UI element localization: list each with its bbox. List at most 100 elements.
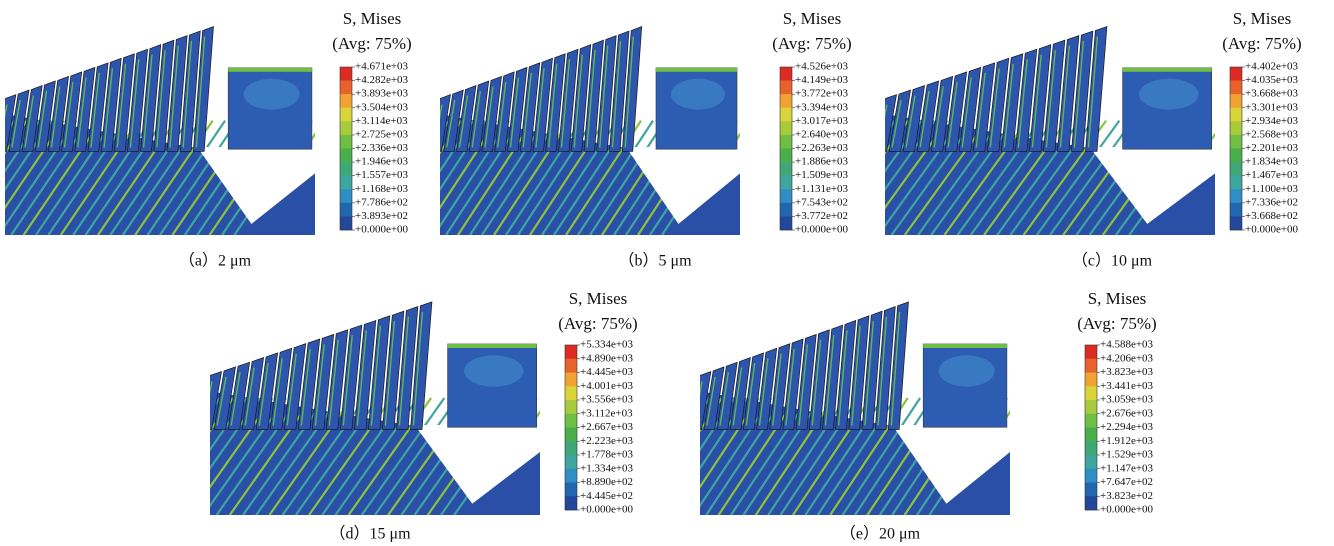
colorbar-label: +2.640e+03 <box>795 128 849 140</box>
caption: （c）10 μm <box>1072 252 1153 270</box>
colorbar-band <box>1085 455 1097 469</box>
colorbar-label: +1.509e+03 <box>795 169 849 181</box>
colorbar-band <box>565 428 577 442</box>
colorbar-band <box>340 149 352 163</box>
colorbar-label: +3.059e+03 <box>1100 394 1154 406</box>
caption: （d）15 μm <box>329 525 411 543</box>
tool-edge <box>448 344 537 348</box>
colorbar-label: +3.772e+02 <box>795 210 848 222</box>
colorbar-label: +1.946e+03 <box>355 156 409 168</box>
colorbar-label: +7.543e+02 <box>795 196 848 208</box>
colorbar-band <box>1230 67 1242 81</box>
colorbar-band <box>565 469 577 483</box>
colorbar-label: +4.588e+03 <box>1100 339 1154 351</box>
colorbar-band <box>565 483 577 497</box>
colorbar-label: +0.000e+00 <box>1245 224 1299 236</box>
tool-edge <box>228 68 312 72</box>
caption: （a）2 μm <box>179 252 252 270</box>
colorbar-band <box>340 67 352 81</box>
tool-stress <box>1139 79 1198 110</box>
panel: S, Mises(Avg: 75%)+4.526e+03+4.149e+03+3… <box>350 9 852 270</box>
colorbar-label: +4.206e+03 <box>1100 352 1154 364</box>
tool-stress <box>464 355 523 387</box>
colorbar-band <box>780 81 792 95</box>
colorbar-label: +3.504e+03 <box>355 101 409 113</box>
colorbar-label: +7.647e+02 <box>1100 476 1153 488</box>
colorbar-label: +0.000e+00 <box>795 224 849 236</box>
simulation-image <box>786 27 1251 235</box>
colorbar-label: +4.149e+03 <box>795 74 849 86</box>
colorbar-label: +0.000e+00 <box>1100 504 1154 516</box>
colorbar-band <box>780 121 792 135</box>
colorbar-band <box>1230 135 1242 149</box>
colorbar-band <box>1085 483 1097 497</box>
colorbar-label: +2.336e+03 <box>355 142 409 154</box>
colorbar-band <box>1230 203 1242 217</box>
colorbar-label: +3.823e+03 <box>1100 366 1154 378</box>
colorbar-band <box>1085 386 1097 400</box>
colorbar-band <box>565 441 577 455</box>
colorbar-label: +4.890e+03 <box>580 352 634 364</box>
tool-edge <box>923 344 1007 348</box>
simulation-image <box>111 302 576 515</box>
tool-edge <box>1123 68 1212 72</box>
colorbar-band <box>340 81 352 95</box>
colorbar-label: +2.725e+03 <box>355 128 409 140</box>
colorbar-band <box>1230 94 1242 108</box>
page: S, Mises(Avg: 75%)+4.671e+03+4.282e+03+3… <box>0 0 1334 546</box>
colorbar-label: +1.834e+03 <box>1245 156 1299 168</box>
colorbar-band <box>1085 414 1097 428</box>
colorbar-band <box>780 203 792 217</box>
colorbar-label: +8.890e+02 <box>580 476 633 488</box>
simulation-image <box>607 302 1044 515</box>
colorbar-label: +1.334e+03 <box>580 462 634 474</box>
colorbar-label: +3.394e+03 <box>795 101 849 113</box>
legend-subtitle: (Avg: 75%) <box>558 314 637 333</box>
legend-subtitle: (Avg: 75%) <box>332 34 411 53</box>
colorbar-band <box>780 94 792 108</box>
colorbar-band <box>1085 345 1097 359</box>
colorbar-label: +0.000e+00 <box>355 224 409 236</box>
colorbar-label: +1.886e+03 <box>795 156 849 168</box>
tool-stress <box>939 355 995 387</box>
colorbar-label: +2.676e+03 <box>1100 407 1154 419</box>
colorbar-band <box>1085 496 1097 510</box>
colorbar-band <box>1230 81 1242 95</box>
tool-stress <box>244 79 300 110</box>
colorbar-band <box>340 162 352 176</box>
panel: S, Mises(Avg: 75%)+4.588e+03+4.206e+03+3… <box>607 289 1157 543</box>
colorbar-label: +3.893e+03 <box>355 88 409 100</box>
colorbar-band <box>340 216 352 230</box>
colorbar-band <box>1085 359 1097 373</box>
legend-subtitle: (Avg: 75%) <box>1222 34 1301 53</box>
colorbar-band <box>565 400 577 414</box>
colorbar-label: +7.786e+02 <box>355 196 408 208</box>
legend-title: S, Mises <box>1233 9 1292 28</box>
colorbar-band <box>565 386 577 400</box>
colorbar-band <box>565 373 577 387</box>
colorbar-band <box>1085 469 1097 483</box>
figure: S, Mises(Avg: 75%)+4.671e+03+4.282e+03+3… <box>0 0 1334 546</box>
panel: S, Mises(Avg: 75%)+5.334e+03+4.890e+03+4… <box>111 289 638 543</box>
colorbar-band <box>1230 162 1242 176</box>
colorbar-label: +1.147e+03 <box>1100 462 1154 474</box>
colorbar-band <box>1230 121 1242 135</box>
colorbar-label: +4.445e+02 <box>580 490 633 502</box>
colorbar-band <box>340 135 352 149</box>
stress-band <box>632 398 710 515</box>
colorbar-label: +4.282e+03 <box>355 74 409 86</box>
panel: S, Mises(Avg: 75%)+4.671e+03+4.282e+03+3… <box>0 9 412 270</box>
colorbar-label: +1.131e+03 <box>795 183 849 195</box>
stress-band <box>111 398 194 515</box>
simulation-image <box>0 27 349 235</box>
stress-band <box>137 398 220 515</box>
colorbar-label: +3.668e+02 <box>1245 210 1298 222</box>
colorbar-band <box>565 455 577 469</box>
legend-subtitle: (Avg: 75%) <box>1077 314 1156 333</box>
colorbar-label: +1.168e+03 <box>355 183 409 195</box>
colorbar-band <box>1085 441 1097 455</box>
legend-title: S, Mises <box>343 9 402 28</box>
colorbar-label: +2.223e+03 <box>580 435 634 447</box>
colorbar-label: +0.000e+00 <box>580 504 634 516</box>
caption: （b）5 μm <box>618 252 692 270</box>
